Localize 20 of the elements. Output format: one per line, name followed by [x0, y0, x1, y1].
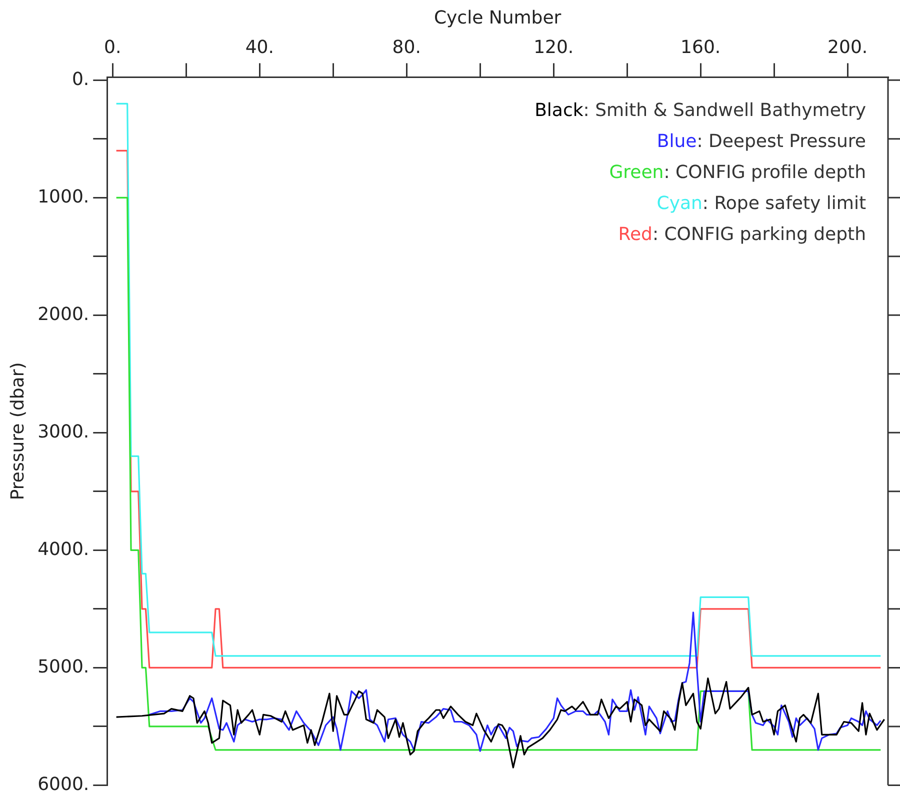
- y-tick-label: 1000.: [38, 186, 90, 208]
- x-tick-label: 160.: [680, 37, 721, 58]
- text: Black: Smith & Sandwell Bathymetry: [534, 100, 866, 121]
- text: Green: CONFIG profile depth: [609, 162, 866, 183]
- x-axis-title: Cycle Number: [434, 7, 562, 28]
- y-axis-title: Pressure (dbar): [7, 362, 28, 500]
- text: Cyan: Rope safety limit: [656, 192, 866, 214]
- x-tick-label: 200.: [828, 37, 868, 58]
- x-tick-label: 120.: [534, 37, 574, 58]
- x-tick-label: 80.: [392, 37, 421, 58]
- y-tick-label: 4000.: [38, 538, 90, 560]
- x-tick-label: 40.: [245, 37, 274, 58]
- y-tick-label: 6000.: [38, 774, 90, 795]
- text: Red: CONFIG parking depth: [618, 224, 866, 245]
- y-tick-label: 0.: [72, 68, 90, 90]
- text: Blue: Deepest Pressure: [656, 130, 866, 152]
- y-tick-label: 5000.: [38, 656, 90, 678]
- y-tick-label: 2000.: [38, 304, 90, 325]
- x-tick-label: 0.: [104, 37, 122, 58]
- y-tick-label: 3000.: [38, 421, 90, 442]
